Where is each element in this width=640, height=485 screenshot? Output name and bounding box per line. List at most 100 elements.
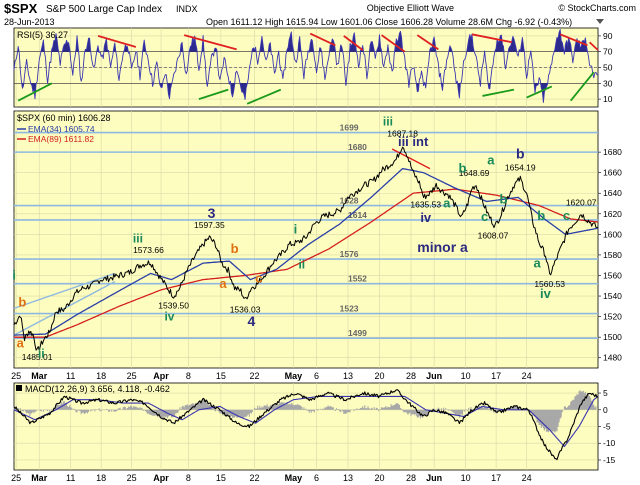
wave-label: b (18, 294, 26, 309)
wave-label: iii int (398, 134, 429, 149)
macd-title: MACD(12,26,9) 3.656, 4.118, -0.462 (25, 384, 170, 394)
rsi-divergence-red (588, 41, 599, 51)
macd-ytick-label: -5 (603, 422, 611, 432)
date-tick-label: May (285, 371, 303, 381)
fib-level-label: 1499 (348, 328, 367, 338)
fib-level-label: 1576 (340, 249, 359, 259)
price-label: 1620.07 (566, 198, 597, 208)
date-tick-label: 25 (127, 371, 137, 381)
chart-symbol: $SPX (4, 1, 38, 16)
date-tick-label: 10 (461, 371, 471, 381)
price-label: 1687.18 (387, 129, 418, 139)
price-frame (13, 110, 599, 369)
chart-exchange: INDX (176, 4, 198, 14)
wave-label: 3 (208, 205, 216, 221)
rsi-divergence-red (183, 34, 237, 51)
date-tick-label: 8 (186, 473, 191, 483)
date-tick-label: Apr (153, 473, 169, 483)
date-tick-label: 18 (96, 371, 106, 381)
price-label: 1485.01 (22, 352, 53, 362)
date-tick-label: 6 (314, 371, 319, 381)
wave-label: iii (133, 232, 143, 246)
wave-label: b (231, 241, 239, 256)
wave-label: i (12, 268, 16, 283)
wave-label: b (537, 208, 545, 223)
date-tick-label: 24 (522, 371, 532, 381)
price-line (13, 146, 599, 351)
ema89-line (14, 188, 599, 338)
wave-label: minor a (417, 239, 468, 255)
macd-ytick-label: -15 (603, 455, 616, 465)
price-label: 1597.35 (194, 220, 225, 230)
date-tick-label: 8 (186, 371, 191, 381)
date-tick-label: May (285, 473, 303, 483)
wave-label: ii (298, 257, 305, 271)
rsi-line (13, 29, 599, 103)
date-tick-label: 6 (314, 473, 319, 483)
wave-label: b (516, 145, 525, 161)
price-ytick-label: 1500 (603, 332, 622, 342)
date-tick-label: 15 (216, 473, 226, 483)
date-tick-label: 28 (406, 473, 416, 483)
chart-date: 28-Jun-2013 (4, 17, 55, 27)
wave-label: a (17, 335, 25, 350)
price-ytick-label: 1660 (603, 168, 622, 178)
price-ytick-label: 1620 (603, 209, 622, 219)
macd-ytick-label: -10 (603, 438, 616, 448)
wave-label: a (487, 152, 495, 167)
date-tick-label: Apr (153, 371, 169, 381)
wave-label: a (443, 196, 451, 211)
price-ytick-label: 1680 (603, 147, 622, 157)
fib-level-label: 1628 (340, 196, 359, 206)
rsi-divergence-red (471, 33, 513, 44)
rsi-divergence-red (381, 34, 406, 53)
wave-label: iv (420, 210, 432, 225)
legend-entry: EMA(34) 1605.74 (28, 124, 95, 134)
rsi-divergence-red (97, 35, 137, 48)
date-tick-label: 22 (250, 473, 260, 483)
wave-label: c (563, 208, 570, 223)
price-ytick-label: 1480 (603, 353, 622, 363)
rsi-divergence-red (416, 34, 439, 51)
fib-level-label: 1552 (348, 274, 367, 284)
wave-label: iii (383, 114, 393, 128)
rsi-divergence-green (569, 71, 595, 102)
fib-level-label: 1699 (340, 123, 359, 133)
wave-label: b (499, 192, 507, 207)
chart-name: S&P 500 Large Cap Index (46, 4, 162, 15)
trend-line (13, 272, 116, 310)
wave-label: ii (38, 347, 45, 361)
date-tick-label: 11 (66, 473, 75, 483)
chart-dropdown-icon[interactable] (596, 19, 604, 24)
price-ytick-label: 1560 (603, 270, 622, 280)
wave-label: a (219, 276, 227, 291)
wave-label: iv (164, 310, 174, 324)
rsi-divergence-red (309, 32, 336, 47)
price-label: 1654.19 (505, 163, 536, 173)
date-tick-label: Mar (31, 473, 48, 483)
rsi-ytick-label: 50 (603, 63, 613, 73)
rsi-divergence-red (343, 35, 364, 51)
date-tick-label: 11 (66, 371, 75, 381)
rsi-divergence-green (17, 82, 53, 102)
legend-entry: EMA(89) 1611.82 (28, 134, 94, 144)
macd-histogram (13, 390, 599, 433)
wave-label: c (255, 271, 262, 286)
price-label: 1560.53 (534, 279, 565, 289)
rsi-divergence-green (482, 88, 515, 97)
rsi-divergence-green (246, 88, 282, 105)
date-tick-label: Jun (426, 371, 442, 381)
rsi-title: RSI(5) 36.27 (17, 30, 68, 40)
ema34-line (14, 167, 599, 336)
date-tick-label: 24 (522, 473, 532, 483)
date-axis: 25 Mar 11 18 25 Apr 8 15 22 May 6 13 20 28 Jun 10 17 24 25… (11, 371, 531, 483)
wave-label: 4 (247, 313, 255, 329)
date-tick-label: 28 (406, 371, 416, 381)
date-tick-label: 18 (96, 473, 106, 483)
date-tick-label: 25 (127, 473, 137, 483)
date-tick-label: 22 (250, 371, 260, 381)
price-label: 1573.66 (133, 245, 164, 255)
chart-ohlc: Open 1611.12 High 1615.94 Low 1601.06 Cl… (206, 17, 572, 27)
date-tick-label: 25 (11, 473, 21, 483)
